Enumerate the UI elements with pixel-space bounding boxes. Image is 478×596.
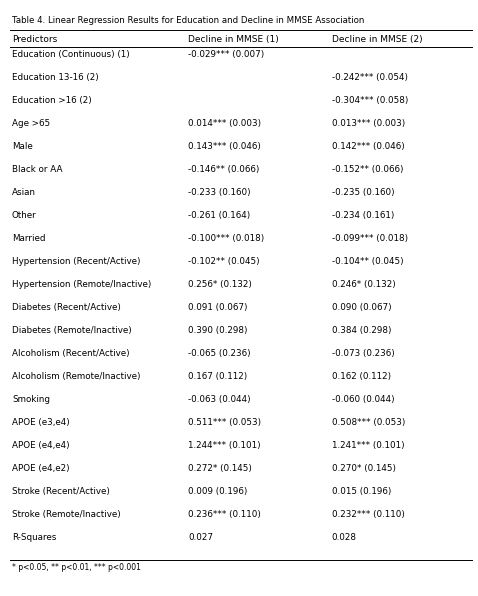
Text: 0.028: 0.028 [332, 533, 357, 542]
Text: Decline in MMSE (2): Decline in MMSE (2) [332, 35, 423, 44]
Text: 0.384 (0.298): 0.384 (0.298) [332, 326, 391, 335]
Text: Asian: Asian [12, 188, 36, 197]
Text: 0.256* (0.132): 0.256* (0.132) [188, 280, 252, 289]
Text: -0.304*** (0.058): -0.304*** (0.058) [332, 97, 408, 105]
Text: Stroke (Recent/Active): Stroke (Recent/Active) [12, 487, 110, 496]
Text: -0.065 (0.236): -0.065 (0.236) [188, 349, 250, 358]
Text: -0.073 (0.236): -0.073 (0.236) [332, 349, 394, 358]
Text: -0.063 (0.044): -0.063 (0.044) [188, 395, 250, 404]
Text: 0.090 (0.067): 0.090 (0.067) [332, 303, 391, 312]
Text: 0.272* (0.145): 0.272* (0.145) [188, 464, 252, 473]
Text: 0.270* (0.145): 0.270* (0.145) [332, 464, 396, 473]
Text: -0.060 (0.044): -0.060 (0.044) [332, 395, 394, 404]
Text: Hypertension (Remote/Inactive): Hypertension (Remote/Inactive) [12, 280, 151, 289]
Text: 0.236*** (0.110): 0.236*** (0.110) [188, 510, 261, 519]
Text: R-Squares: R-Squares [12, 533, 56, 542]
Text: 0.015 (0.196): 0.015 (0.196) [332, 487, 391, 496]
Text: -0.234 (0.161): -0.234 (0.161) [332, 212, 394, 221]
Text: 0.508*** (0.053): 0.508*** (0.053) [332, 418, 405, 427]
Text: Education 13-16 (2): Education 13-16 (2) [12, 73, 98, 82]
Text: APOE (e4,e2): APOE (e4,e2) [12, 464, 69, 473]
Text: -0.102** (0.045): -0.102** (0.045) [188, 257, 260, 266]
Text: 0.511*** (0.053): 0.511*** (0.053) [188, 418, 261, 427]
Text: Male: Male [12, 142, 33, 151]
Text: 0.091 (0.067): 0.091 (0.067) [188, 303, 248, 312]
Text: -0.233 (0.160): -0.233 (0.160) [188, 188, 250, 197]
Text: Alcoholism (Recent/Active): Alcoholism (Recent/Active) [12, 349, 130, 358]
Text: Hypertension (Recent/Active): Hypertension (Recent/Active) [12, 257, 141, 266]
Text: APOE (e3,e4): APOE (e3,e4) [12, 418, 70, 427]
Text: -0.100*** (0.018): -0.100*** (0.018) [188, 234, 264, 243]
Text: 0.390 (0.298): 0.390 (0.298) [188, 326, 248, 335]
Text: Stroke (Remote/Inactive): Stroke (Remote/Inactive) [12, 510, 120, 519]
Text: -0.242*** (0.054): -0.242*** (0.054) [332, 73, 408, 82]
Text: Diabetes (Remote/Inactive): Diabetes (Remote/Inactive) [12, 326, 131, 335]
Text: -0.029*** (0.007): -0.029*** (0.007) [188, 50, 264, 60]
Text: * p<0.05, ** p<0.01, *** p<0.001: * p<0.05, ** p<0.01, *** p<0.001 [12, 563, 141, 572]
Text: Married: Married [12, 234, 45, 243]
Text: 0.014*** (0.003): 0.014*** (0.003) [188, 119, 261, 128]
Text: -0.146** (0.066): -0.146** (0.066) [188, 165, 260, 174]
Text: 0.167 (0.112): 0.167 (0.112) [188, 372, 247, 381]
Text: 0.162 (0.112): 0.162 (0.112) [332, 372, 391, 381]
Text: Predictors: Predictors [12, 35, 57, 44]
Text: 0.142*** (0.046): 0.142*** (0.046) [332, 142, 404, 151]
Text: -0.099*** (0.018): -0.099*** (0.018) [332, 234, 408, 243]
Text: Diabetes (Recent/Active): Diabetes (Recent/Active) [12, 303, 121, 312]
Text: Age >65: Age >65 [12, 119, 50, 128]
Text: 0.143*** (0.046): 0.143*** (0.046) [188, 142, 261, 151]
Text: -0.152** (0.066): -0.152** (0.066) [332, 165, 403, 174]
Text: Decline in MMSE (1): Decline in MMSE (1) [188, 35, 279, 44]
Text: Education (Continuous) (1): Education (Continuous) (1) [12, 50, 130, 60]
Text: -0.261 (0.164): -0.261 (0.164) [188, 212, 250, 221]
Text: 1.244*** (0.101): 1.244*** (0.101) [188, 441, 261, 450]
Text: -0.104** (0.045): -0.104** (0.045) [332, 257, 403, 266]
Text: 0.027: 0.027 [188, 533, 213, 542]
Text: -0.235 (0.160): -0.235 (0.160) [332, 188, 394, 197]
Text: Other: Other [12, 212, 37, 221]
Text: Education >16 (2): Education >16 (2) [12, 97, 92, 105]
Text: 1.241*** (0.101): 1.241*** (0.101) [332, 441, 404, 450]
Text: Black or AA: Black or AA [12, 165, 62, 174]
Text: APOE (e4,e4): APOE (e4,e4) [12, 441, 69, 450]
Text: 0.009 (0.196): 0.009 (0.196) [188, 487, 248, 496]
Text: 0.246* (0.132): 0.246* (0.132) [332, 280, 396, 289]
Text: 0.013*** (0.003): 0.013*** (0.003) [332, 119, 405, 128]
Text: Smoking: Smoking [12, 395, 50, 404]
Text: 0.232*** (0.110): 0.232*** (0.110) [332, 510, 405, 519]
Text: Alcoholism (Remote/Inactive): Alcoholism (Remote/Inactive) [12, 372, 141, 381]
Text: Table 4. Linear Regression Results for Education and Decline in MMSE Association: Table 4. Linear Regression Results for E… [12, 17, 364, 26]
